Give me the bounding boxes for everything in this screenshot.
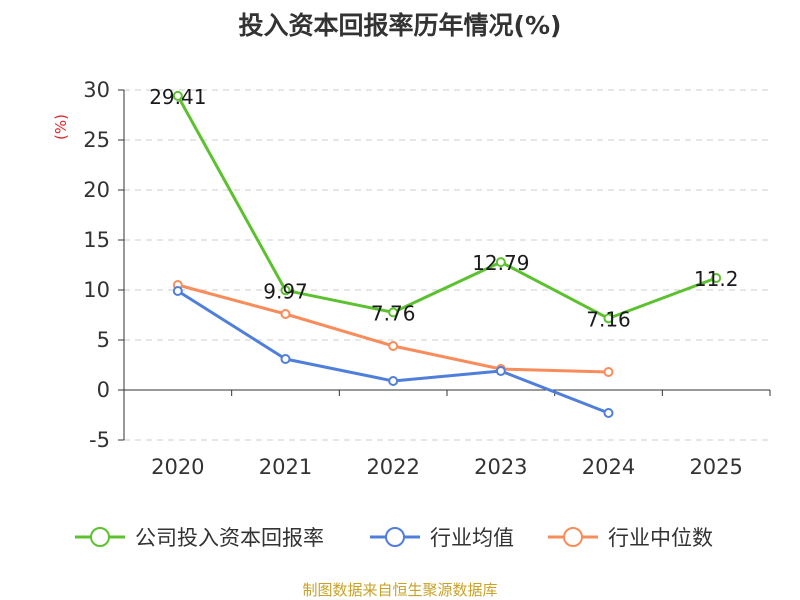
legend-label: 公司投入资本回报率 bbox=[135, 526, 324, 550]
data-point-s1-2025 bbox=[711, 273, 722, 283]
data-point-s1-2024 bbox=[603, 313, 614, 324]
data-point-s3-2022 bbox=[388, 341, 399, 351]
x-tick-label-2024: 2024 bbox=[582, 455, 635, 479]
y-tick-label-25: 25 bbox=[83, 128, 110, 152]
series-lines bbox=[172, 90, 722, 418]
y-tick-label-10: 10 bbox=[83, 278, 110, 302]
series-line-1 bbox=[176, 95, 717, 320]
legend-swatch-marker bbox=[385, 527, 405, 547]
data-point-s2-2020 bbox=[172, 286, 183, 296]
x-tick-label-2025: 2025 bbox=[689, 455, 742, 479]
data-point-s2-2023 bbox=[495, 366, 506, 376]
legend-item-3: 行业中位数 bbox=[548, 526, 713, 550]
data-point-s1-2022 bbox=[388, 307, 399, 318]
legend-swatch-marker bbox=[563, 527, 583, 547]
y-tick-label-15: 15 bbox=[83, 228, 110, 252]
axes: 30 25 20 15 10 5 0 -5 2020 2021 2022 2023 2024 2025 bbox=[83, 78, 771, 479]
data-point-s2-2022 bbox=[388, 376, 399, 386]
data-point-s1-2020 bbox=[172, 90, 183, 101]
chart-title: 投入资本回报率历年情况(%) bbox=[239, 11, 562, 40]
legend-item-2: 行业均值 bbox=[370, 526, 514, 550]
data-label-2023: 12.79 bbox=[472, 251, 529, 275]
y-tick-label-5: 5 bbox=[97, 328, 110, 352]
data-label-2025: 11.2 bbox=[694, 267, 739, 291]
data-label-2024: 7.16 bbox=[586, 307, 631, 331]
x-tick-label-2020: 2020 bbox=[151, 455, 204, 479]
source-note: 制图数据来自恒生聚源数据库 bbox=[302, 581, 497, 599]
data-point-s3-2021 bbox=[280, 309, 291, 319]
y-tick-label--5: -5 bbox=[89, 428, 110, 452]
x-tick-label-2023: 2023 bbox=[474, 455, 527, 479]
legend-label: 行业均值 bbox=[430, 526, 514, 550]
data-label-2020: 29.41 bbox=[149, 85, 206, 109]
x-tick-label-2021: 2021 bbox=[259, 455, 312, 479]
y-tick-label-30: 30 bbox=[83, 78, 110, 102]
x-tick-label-2022: 2022 bbox=[366, 455, 419, 479]
legend-item-1: 公司投入资本回报率 bbox=[75, 526, 324, 550]
data-point-s1-2023 bbox=[495, 257, 506, 268]
data-point-s1-2021 bbox=[280, 285, 291, 296]
y-tick-label-0: 0 bbox=[97, 378, 110, 402]
series-line-3 bbox=[177, 283, 609, 374]
grid-lines bbox=[124, 89, 770, 441]
legend-swatch-marker bbox=[90, 527, 110, 547]
data-label-2021: 9.97 bbox=[263, 279, 308, 303]
y-tick-label-20: 20 bbox=[83, 178, 110, 202]
legend-label: 行业中位数 bbox=[608, 526, 713, 550]
data-point-s3-2024 bbox=[603, 367, 614, 377]
data-label-2022: 7.76 bbox=[371, 301, 416, 325]
legend: 公司投入资本回报率 行业均值 行业中位数 bbox=[75, 526, 713, 550]
data-point-s2-2021 bbox=[280, 354, 291, 364]
data-labels: 29.41 9.97 7.76 12.79 7.16 11.2 bbox=[149, 85, 739, 331]
y-axis-unit-label: (%) bbox=[52, 114, 70, 140]
data-point-s2-2024 bbox=[603, 408, 614, 418]
